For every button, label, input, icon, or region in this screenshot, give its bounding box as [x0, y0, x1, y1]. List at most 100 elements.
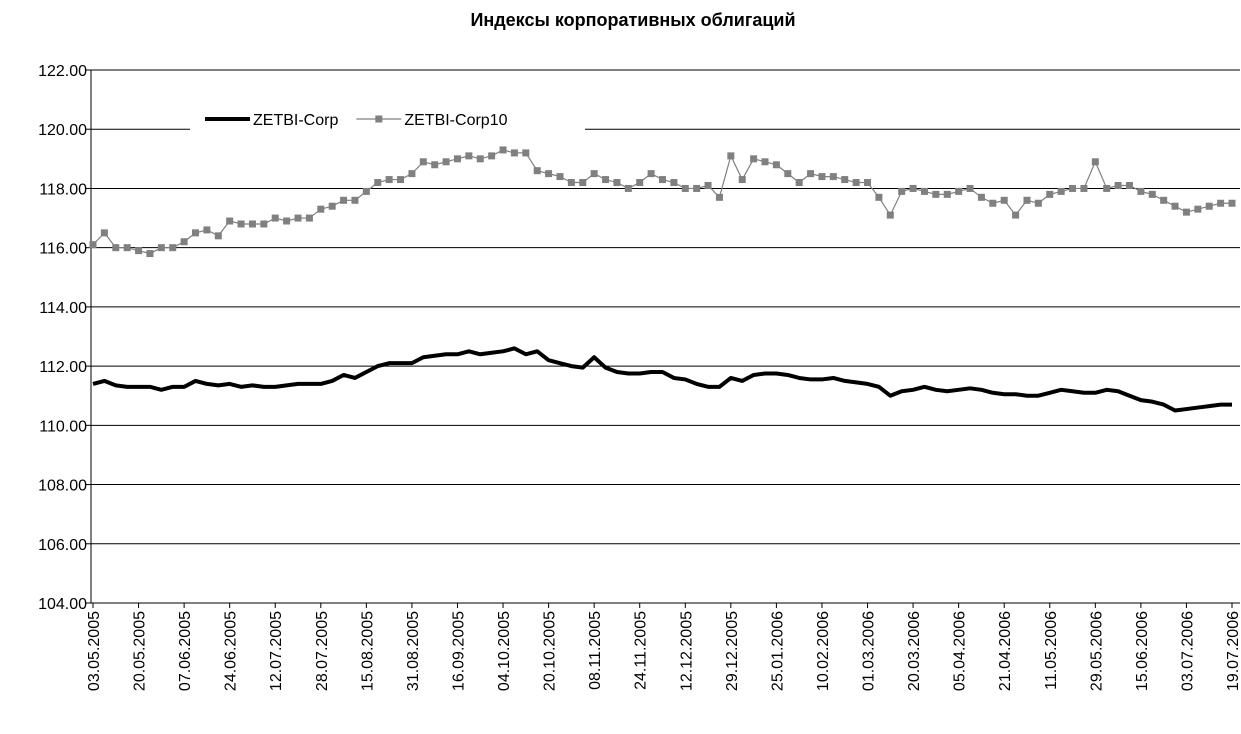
- x-tick-label: 31.08.2005: [405, 611, 422, 691]
- marker: [875, 193, 883, 201]
- marker: [465, 152, 473, 160]
- marker: [1114, 181, 1122, 189]
- marker: [1012, 211, 1020, 219]
- marker: [453, 155, 461, 163]
- marker: [567, 179, 575, 187]
- y-tick-label: 108.00: [38, 478, 87, 495]
- marker: [89, 241, 97, 249]
- marker: [784, 170, 792, 178]
- marker: [795, 179, 803, 187]
- marker: [556, 173, 564, 181]
- marker: [305, 214, 313, 222]
- y-tick-label: 114.00: [39, 300, 87, 317]
- y-tick-label: 104.00: [38, 596, 87, 613]
- marker: [1034, 199, 1042, 207]
- marker: [932, 190, 940, 198]
- marker: [772, 161, 780, 169]
- marker: [408, 170, 416, 178]
- marker: [1091, 158, 1099, 166]
- marker: [157, 244, 165, 252]
- marker: [1023, 196, 1031, 204]
- x-tick-label: 19.07.2006: [1225, 611, 1241, 691]
- marker: [283, 217, 291, 225]
- marker: [1000, 196, 1008, 204]
- marker: [955, 187, 963, 195]
- x-tick-label: 28.07.2005: [314, 611, 331, 691]
- x-tick-label: 20.10.2005: [542, 611, 559, 691]
- marker: [385, 176, 393, 184]
- marker: [214, 232, 222, 240]
- x-tick-label: 05.04.2006: [952, 611, 969, 691]
- marker: [715, 193, 723, 201]
- marker: [898, 187, 906, 195]
- marker: [647, 170, 655, 178]
- marker: [1125, 181, 1133, 189]
- x-tick-label: 01.03.2006: [861, 611, 878, 691]
- legend-marker: [375, 115, 383, 123]
- marker: [659, 176, 666, 184]
- marker: [135, 247, 143, 255]
- legend-label: ZETBI-Corp: [253, 112, 338, 129]
- marker: [1205, 202, 1213, 210]
- marker: [977, 193, 985, 201]
- x-tick-label: 04.10.2005: [496, 611, 513, 691]
- x-tick-label: 03.07.2006: [1179, 611, 1196, 691]
- marker: [704, 181, 712, 189]
- marker: [112, 244, 120, 252]
- marker: [1103, 184, 1111, 192]
- y-tick-label: 110.00: [39, 418, 87, 435]
- marker: [340, 196, 348, 204]
- marker: [818, 173, 826, 181]
- x-tick-label: 08.11.2005: [587, 611, 604, 690]
- marker: [294, 214, 302, 222]
- marker: [1069, 184, 1077, 192]
- marker: [203, 226, 211, 234]
- marker: [317, 205, 325, 213]
- marker: [248, 220, 256, 228]
- y-tick-label: 106.00: [38, 537, 87, 554]
- marker: [100, 229, 108, 237]
- marker: [624, 184, 632, 192]
- marker: [579, 179, 587, 187]
- marker: [989, 199, 997, 207]
- marker: [1160, 196, 1168, 204]
- marker: [510, 149, 518, 157]
- marker: [693, 184, 701, 192]
- x-tick-label: 29.05.2006: [1088, 611, 1105, 691]
- marker: [522, 149, 530, 157]
- x-tick-label: 15.06.2006: [1134, 611, 1151, 691]
- marker: [351, 196, 359, 204]
- marker: [1182, 208, 1190, 216]
- marker: [841, 176, 849, 184]
- marker: [750, 155, 758, 163]
- marker: [727, 152, 735, 160]
- marker: [362, 187, 370, 195]
- marker: [533, 167, 541, 175]
- x-tick-label: 11.05.2006: [1043, 611, 1060, 690]
- marker: [271, 214, 279, 222]
- marker: [397, 176, 405, 184]
- marker: [909, 184, 917, 192]
- x-tick-label: 10.02.2006: [815, 611, 832, 691]
- marker: [419, 158, 427, 166]
- marker: [590, 170, 598, 178]
- marker: [476, 155, 484, 163]
- marker: [670, 179, 678, 187]
- marker: [123, 244, 131, 252]
- x-tick-label: 29.12.2005: [724, 611, 741, 691]
- marker: [1194, 205, 1202, 213]
- line-series: [92, 346, 1232, 413]
- marker: [761, 158, 769, 166]
- x-tick-label: 20.03.2006: [906, 611, 923, 691]
- x-tick-label: 16.09.2005: [450, 611, 467, 691]
- x-tick-label: 03.05.2005: [86, 611, 103, 691]
- x-tick-label: 21.04.2006: [997, 611, 1014, 691]
- y-tick-label: 116.00: [39, 241, 87, 258]
- y-tick-label: 120.00: [38, 122, 87, 139]
- marker: [488, 152, 496, 160]
- x-tick-label: 24.11.2005: [633, 611, 650, 690]
- marker: [374, 179, 382, 187]
- marker: [328, 202, 336, 210]
- marker: [602, 176, 610, 184]
